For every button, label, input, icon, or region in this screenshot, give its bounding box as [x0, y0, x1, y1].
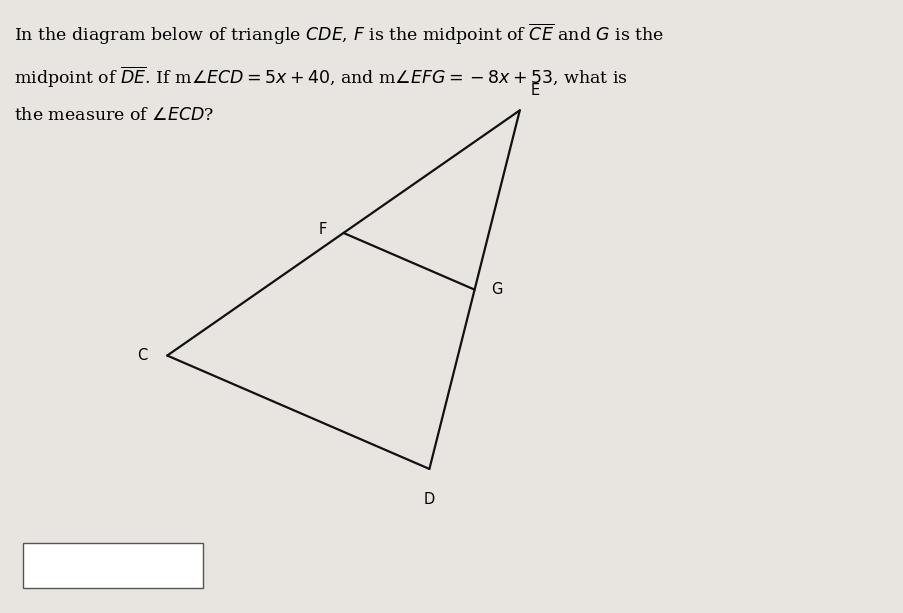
Text: D: D: [424, 492, 434, 507]
Text: In the diagram below of triangle $CDE$, $F$ is the midpoint of $\overline{CE}$ a: In the diagram below of triangle $CDE$, …: [14, 21, 663, 47]
Text: the measure of $\angle ECD$?: the measure of $\angle ECD$?: [14, 107, 214, 124]
FancyBboxPatch shape: [23, 543, 203, 588]
Text: C: C: [137, 348, 147, 363]
Text: midpoint of $\overline{DE}$. If m$\angle ECD = 5x + 40$, and m$\angle EFG = -8x : midpoint of $\overline{DE}$. If m$\angle…: [14, 64, 627, 89]
Text: E: E: [530, 83, 539, 98]
Text: F: F: [319, 223, 327, 237]
Text: G: G: [490, 282, 502, 297]
